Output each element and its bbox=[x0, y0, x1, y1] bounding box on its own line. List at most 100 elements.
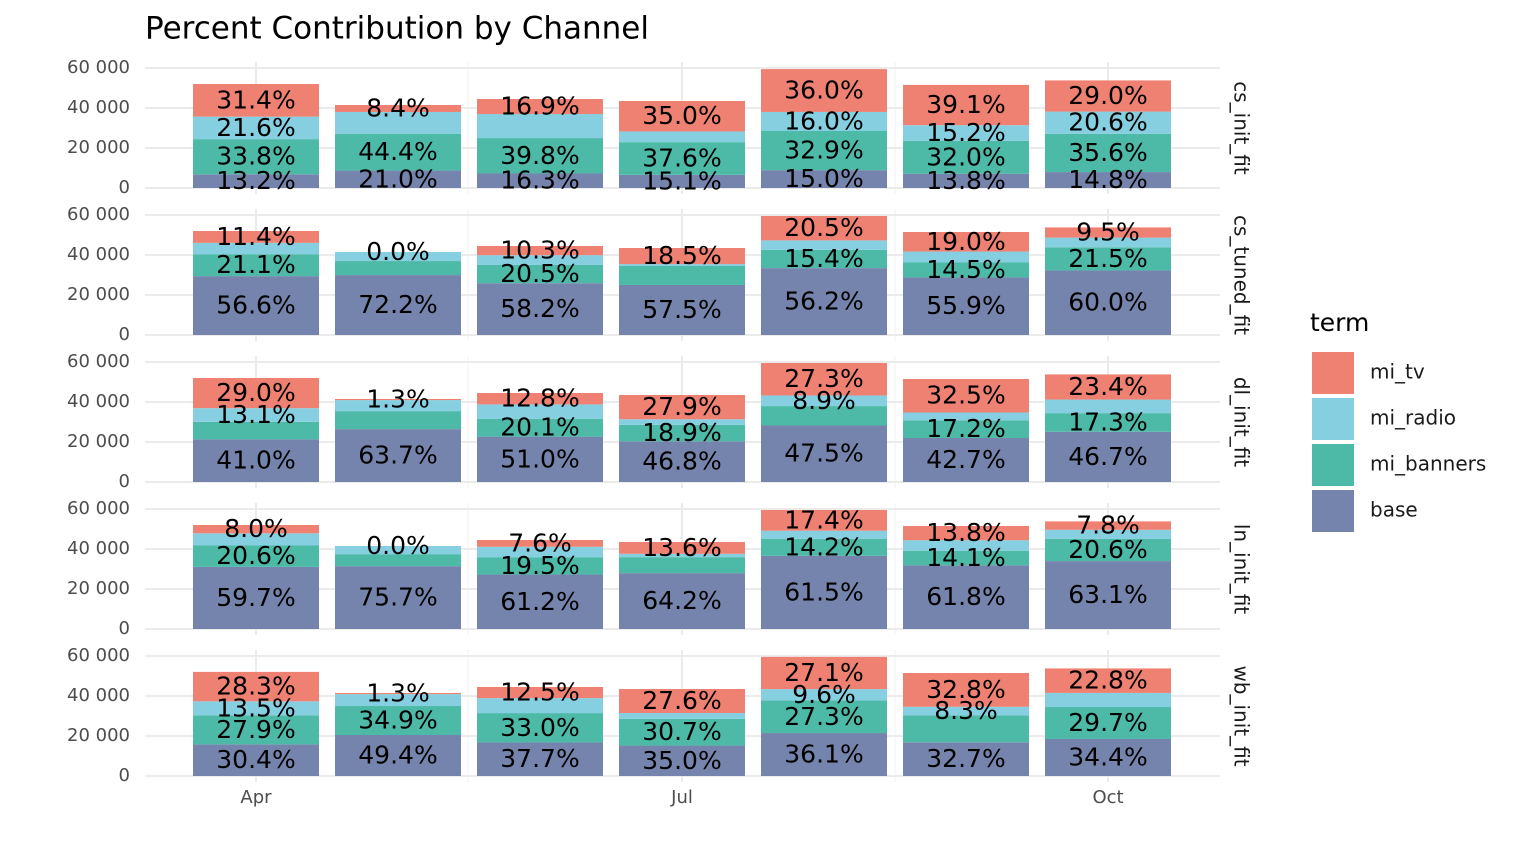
data-label: 20.5% bbox=[500, 259, 579, 288]
bar-segment bbox=[619, 688, 745, 714]
y-tick-label: 40 000 bbox=[67, 685, 130, 706]
bar-segment bbox=[477, 557, 603, 575]
facet-label: ln_init_fit bbox=[1230, 524, 1254, 614]
y-tick-label: 0 bbox=[119, 618, 130, 639]
bar-segment bbox=[903, 742, 1029, 776]
data-label: 15.4% bbox=[784, 244, 863, 273]
data-label: 20.6% bbox=[1068, 535, 1147, 564]
legend-label: base bbox=[1370, 498, 1418, 522]
bar-segment bbox=[335, 694, 461, 707]
bar-segment bbox=[477, 546, 603, 558]
y-tick-label: 0 bbox=[119, 471, 130, 492]
data-label: 47.5% bbox=[784, 439, 863, 468]
facet-label: wb_init_fit bbox=[1230, 665, 1254, 766]
data-label: 16.9% bbox=[500, 92, 579, 121]
data-label: 22.8% bbox=[1068, 666, 1147, 695]
legend-key bbox=[1312, 352, 1354, 394]
bar-segment bbox=[903, 251, 1029, 263]
bar-segment bbox=[619, 745, 745, 776]
data-label: 36.1% bbox=[784, 740, 863, 769]
bar-segment bbox=[761, 130, 887, 171]
data-label: 23.4% bbox=[1068, 372, 1147, 401]
data-label: 75.7% bbox=[358, 583, 437, 612]
bar-segment bbox=[1045, 270, 1171, 335]
bar-segment bbox=[335, 105, 461, 112]
bar-segment bbox=[761, 215, 887, 241]
data-label: 1.3% bbox=[366, 679, 430, 708]
data-label: 29.0% bbox=[216, 378, 295, 407]
bar-segment bbox=[477, 392, 603, 405]
data-label: 27.3% bbox=[784, 364, 863, 393]
y-tick-label: 20 000 bbox=[67, 284, 130, 305]
data-label: 63.7% bbox=[358, 441, 437, 470]
data-label: 21.5% bbox=[1068, 244, 1147, 273]
data-label: 32.8% bbox=[926, 675, 1005, 704]
legend-key bbox=[1312, 444, 1354, 486]
bar-segment bbox=[335, 411, 461, 430]
bar-segment bbox=[619, 542, 745, 554]
bar-segment bbox=[477, 698, 603, 714]
bar-segment bbox=[477, 418, 603, 437]
bar-segment bbox=[761, 733, 887, 776]
data-label: 63.1% bbox=[1068, 580, 1147, 609]
data-label: 15.2% bbox=[926, 118, 1005, 147]
bar-segment bbox=[761, 362, 887, 396]
chart-title: Percent Contribution by Channel bbox=[145, 11, 649, 47]
bar-segment bbox=[477, 264, 603, 284]
y-tick-label: 60 000 bbox=[67, 57, 130, 78]
bar-segment bbox=[619, 264, 745, 267]
bar-segment bbox=[1045, 413, 1171, 432]
bar-segment bbox=[335, 429, 461, 482]
data-label: 49.4% bbox=[358, 740, 437, 769]
bar-segment bbox=[193, 525, 319, 534]
bar-segment bbox=[903, 262, 1029, 278]
legend-key bbox=[1312, 490, 1354, 532]
bar-segment bbox=[335, 734, 461, 776]
bar-segment bbox=[619, 142, 745, 175]
bar-segment bbox=[903, 412, 1029, 421]
bar-segment bbox=[1045, 692, 1171, 708]
bar-segment bbox=[761, 268, 887, 335]
bar-segment bbox=[1045, 529, 1171, 539]
bar-segment bbox=[193, 439, 319, 482]
data-label: 39.8% bbox=[500, 141, 579, 170]
data-label: 8.3% bbox=[934, 696, 998, 725]
y-tick-label: 40 000 bbox=[67, 391, 130, 412]
data-label: 17.4% bbox=[784, 505, 863, 534]
data-label: 35.0% bbox=[642, 746, 721, 775]
bar-segment bbox=[761, 656, 887, 690]
data-label: 59.7% bbox=[216, 583, 295, 612]
bar-segment bbox=[903, 672, 1029, 707]
y-tick-label: 40 000 bbox=[67, 538, 130, 559]
data-label: 32.5% bbox=[926, 381, 1005, 410]
bar-segment bbox=[761, 700, 887, 734]
facet-label: dl_init_fit bbox=[1230, 377, 1254, 467]
bar-segment bbox=[761, 689, 887, 701]
bar-segment bbox=[903, 550, 1029, 566]
bar-segment bbox=[761, 509, 887, 531]
data-label: 1.3% bbox=[366, 385, 430, 414]
bar-segment bbox=[335, 706, 461, 735]
data-label: 20.6% bbox=[1068, 108, 1147, 137]
data-label: 61.5% bbox=[784, 577, 863, 606]
bar-segment bbox=[335, 545, 461, 555]
bar-segment bbox=[335, 170, 461, 188]
data-label: 31.4% bbox=[216, 85, 295, 114]
bar-segment bbox=[193, 84, 319, 117]
bar-segment bbox=[1045, 133, 1171, 173]
data-label: 17.2% bbox=[926, 414, 1005, 443]
bar-segment bbox=[761, 425, 887, 482]
data-label: 12.5% bbox=[500, 678, 579, 707]
data-label: 8.0% bbox=[224, 514, 288, 543]
bar-segment bbox=[193, 116, 319, 140]
data-label: 8.4% bbox=[366, 93, 430, 122]
data-label: 55.9% bbox=[926, 291, 1005, 320]
bar-segment bbox=[619, 100, 745, 132]
bar-segment bbox=[477, 539, 603, 547]
bar-segment bbox=[619, 573, 745, 629]
bar-segment bbox=[619, 557, 745, 574]
bar-segment bbox=[193, 254, 319, 277]
data-label: 16.0% bbox=[784, 106, 863, 135]
data-label: 33.8% bbox=[216, 142, 295, 171]
bar-segment bbox=[477, 404, 603, 419]
